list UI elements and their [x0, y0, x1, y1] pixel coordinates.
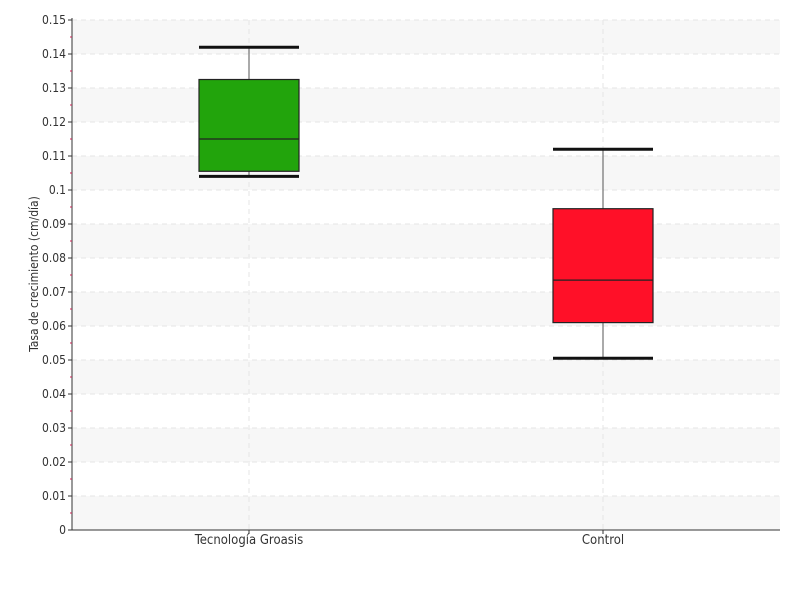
y-tick-label: 0.04 [42, 387, 66, 401]
y-tick-label: 0.1 [49, 183, 66, 197]
box-series [198, 45, 654, 360]
grid-band [72, 292, 780, 326]
box-item [552, 147, 654, 360]
grid-band [72, 496, 780, 530]
y-axis-title: Tasa de crecimiento (cm/día) [27, 196, 41, 353]
x-tick-label: Control [582, 533, 624, 548]
box-item [198, 45, 300, 178]
box-body [552, 208, 654, 324]
y-tick-label: 0.08 [42, 251, 66, 265]
grid-band [72, 360, 780, 394]
y-tick-label: 0.14 [42, 47, 66, 61]
y-tick-label: 0.03 [42, 421, 66, 435]
background-bands [72, 20, 780, 530]
y-axis-ticks: 0 0.01 0.02 0.03 0.04 0.05 0.06 0.07 0.08 0.09 0.1… [42, 13, 72, 537]
y-tick-label: 0.02 [42, 455, 66, 469]
grid-band [72, 156, 780, 190]
y-tick-label: 0.09 [42, 217, 66, 231]
box-body [198, 78, 300, 172]
y-tick-label: 0.06 [42, 319, 66, 333]
x-tick-label: Tecnología Groasis [194, 533, 303, 548]
y-tick-label: 0.01 [42, 489, 66, 503]
grid-band [72, 224, 780, 258]
grid-lines [72, 19, 780, 530]
y-tick-label: 0.13 [42, 81, 66, 95]
grid-band [72, 88, 780, 122]
y-tick-label: 0.11 [42, 149, 66, 163]
grid-band [72, 428, 780, 462]
y-tick-label: 0.05 [42, 353, 66, 367]
y-tick-label: 0 [59, 523, 66, 537]
grid-band [72, 20, 780, 54]
y-tick-label: 0.15 [42, 13, 66, 27]
x-axis-labels: Tecnología Groasis Control [194, 530, 624, 548]
y-tick-label: 0.07 [42, 285, 66, 299]
y-tick-label: 0.12 [42, 115, 66, 129]
